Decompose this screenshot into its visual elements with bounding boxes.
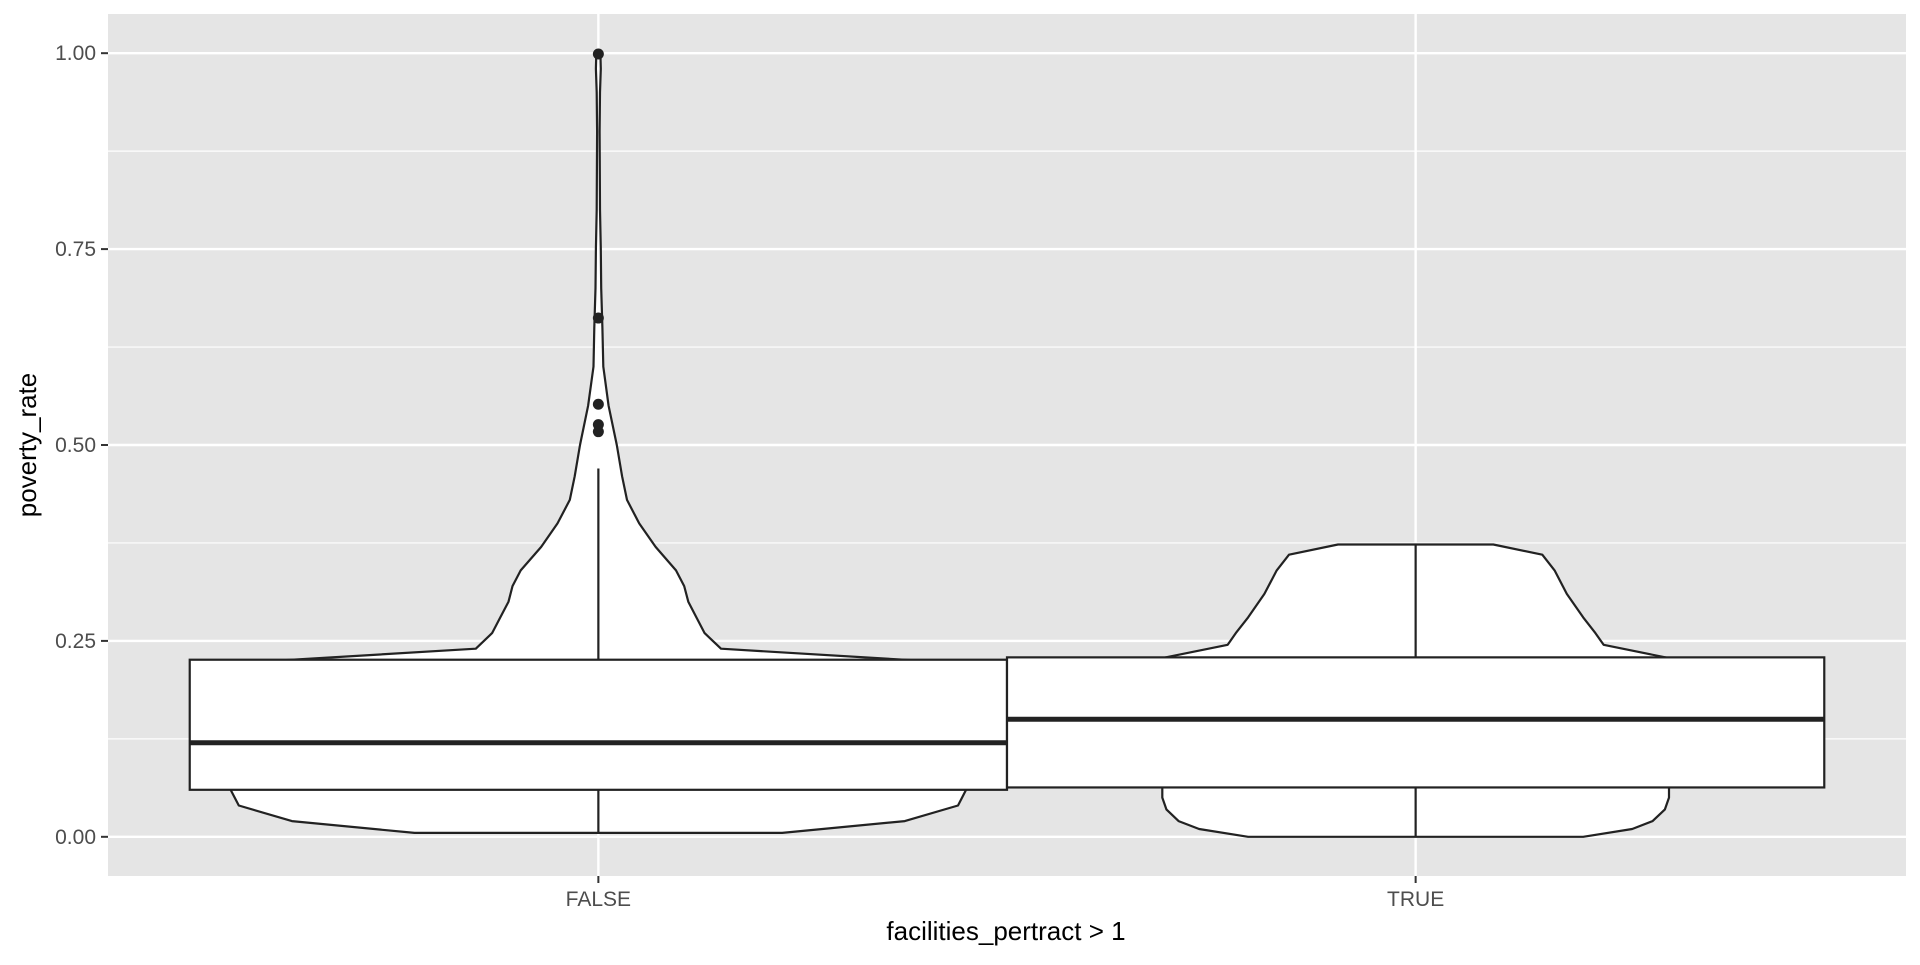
chart-marks	[188, 48, 1826, 838]
x-tick-label: TRUE	[1387, 888, 1444, 911]
axes: 0.00 0.25 0.50 0.75 1.00 FALSE TRUE	[55, 42, 1444, 911]
box-false	[188, 658, 1009, 791]
y-tick-label: 1.00	[55, 42, 96, 65]
y-tick-label: 0.00	[55, 826, 96, 849]
x-tick-label: FALSE	[566, 888, 631, 911]
y-tick-label: 0.75	[55, 238, 96, 261]
outlier-point	[592, 419, 604, 431]
x-axis-title: facilities_pertract > 1	[886, 916, 1125, 946]
box-true	[1005, 656, 1826, 789]
outlier-point	[592, 48, 604, 60]
y-axis-title: poverty_rate	[12, 373, 42, 518]
outlier-point	[592, 398, 604, 410]
y-tick-label: 0.50	[55, 434, 96, 457]
outlier-point	[592, 312, 604, 324]
y-tick-label: 0.25	[55, 630, 96, 653]
